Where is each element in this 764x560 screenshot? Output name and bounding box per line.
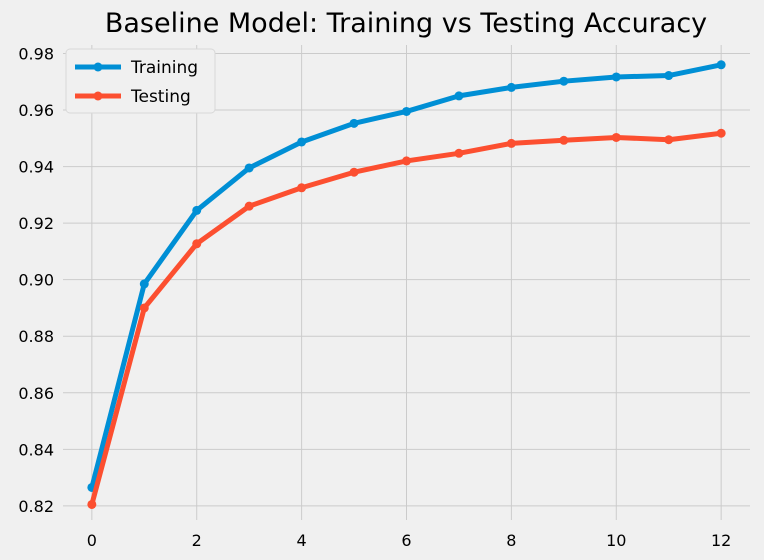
data-point-testing <box>87 499 97 509</box>
x-tick-label: 0 <box>87 531 97 550</box>
data-point-testing <box>349 167 359 177</box>
legend-label: Testing <box>130 87 191 107</box>
y-tick-label: 0.90 <box>18 271 54 290</box>
legend-swatch-marker <box>93 62 103 72</box>
data-point-training <box>664 71 674 81</box>
y-tick-label: 0.88 <box>18 327 54 346</box>
y-tick-label: 0.84 <box>18 440 54 459</box>
data-point-training <box>454 91 464 101</box>
data-point-training <box>297 137 307 147</box>
data-point-testing <box>559 135 569 145</box>
legend-item-testing: Testing <box>75 87 191 107</box>
data-point-testing <box>506 138 516 148</box>
x-tick-label: 12 <box>711 531 731 550</box>
data-point-training <box>139 279 149 289</box>
legend: Training Testing <box>65 48 216 114</box>
x-tick-label: 10 <box>606 531 626 550</box>
x-axis-ticks: 0 2 4 6 8 10 12 <box>87 531 732 550</box>
data-point-testing <box>192 239 202 249</box>
data-point-testing <box>716 128 726 138</box>
series-training <box>87 60 726 492</box>
y-tick-label: 0.96 <box>18 101 54 120</box>
data-point-training <box>244 163 254 173</box>
series-testing <box>87 128 726 509</box>
data-point-testing <box>611 132 621 142</box>
y-axis-ticks: 0.82 0.84 0.86 0.88 0.90 0.92 0.94 0.96 0.98 <box>18 44 54 515</box>
y-tick-label: 0.98 <box>18 44 54 63</box>
y-tick-label: 0.94 <box>18 158 54 177</box>
legend-item-training: Training <box>75 58 198 78</box>
data-point-training <box>506 82 516 92</box>
x-tick-label: 4 <box>297 531 307 550</box>
data-point-training <box>716 60 726 70</box>
data-point-training <box>559 76 569 86</box>
legend-swatch-marker <box>93 91 103 101</box>
data-point-testing <box>297 183 307 193</box>
series-layer <box>87 60 726 509</box>
data-point-testing <box>454 148 464 158</box>
y-tick-label: 0.86 <box>18 384 54 403</box>
y-tick-label: 0.92 <box>18 214 54 233</box>
x-tick-label: 8 <box>506 531 516 550</box>
data-point-training <box>349 118 359 128</box>
y-tick-label: 0.82 <box>18 497 54 516</box>
data-point-training <box>192 205 202 215</box>
chart-title: Baseline Model: Training vs Testing Accu… <box>105 8 707 39</box>
legend-label: Training <box>130 58 198 78</box>
data-point-training <box>611 72 621 82</box>
x-tick-label: 2 <box>192 531 202 550</box>
data-point-testing <box>664 135 674 145</box>
x-tick-label: 6 <box>401 531 411 550</box>
data-point-testing <box>402 156 411 166</box>
data-point-testing <box>139 303 149 313</box>
data-point-testing <box>244 201 254 211</box>
data-point-training <box>402 106 411 116</box>
